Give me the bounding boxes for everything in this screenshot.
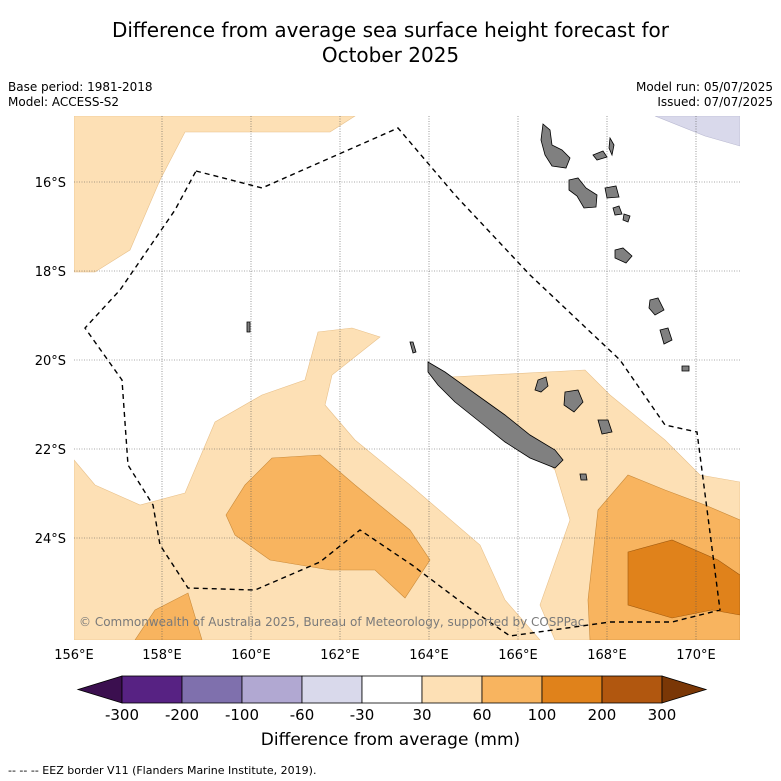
new-caledonia-island [427,361,564,469]
anomaly-100-200-fill [627,539,740,619]
colorbar-segment [361,675,423,704]
issued-date: Issued: 07/07/2025 [657,95,773,109]
colorbar-segment [241,675,303,704]
island-tanna [659,327,673,345]
colorbar-segment [481,675,543,704]
lon-label: 162°E [320,648,360,663]
eez-note: -- -- -- EEZ border V11 (Flanders Marine… [8,764,317,777]
colorbar-ticks: -300 -200 -100 -60 -30 30 60 100 200 300 [105,706,676,724]
colorbar-segment [121,675,183,704]
island-aneityum [681,365,690,372]
island-ouvea [534,376,549,393]
island-mare [597,419,613,435]
colorbar-tick-label: 60 [472,706,491,724]
island-malakula [568,177,598,209]
island [612,205,623,216]
latitude-labels: 16°S 18°S 20°S 22°S 24°S [35,176,66,547]
colorbar-tick-label: -100 [225,706,259,724]
base-period: Base period: 1981-2018 [8,80,153,94]
lat-label: 16°S [35,176,66,191]
lat-label: 20°S [35,354,66,369]
colorbar-tick-label: -60 [290,706,315,724]
model-run: Model run: 05/07/2025 [635,80,773,94]
island [604,185,620,199]
land-masses [246,123,690,481]
island [246,321,251,333]
lon-label: 166°E [498,648,538,663]
lat-label: 24°S [35,532,66,547]
colorbar-label: Difference from average (mm) [260,730,521,750]
colorbar-extend-high [661,675,708,704]
colorbar-tick-label: -300 [105,706,139,724]
longitude-labels: 156°E 158°E 160°E 162°E 164°E 166°E 168°… [54,648,716,663]
colorbar-tick-label: -200 [165,706,199,724]
colorbar-segment [181,675,243,704]
eez-border [84,127,721,637]
colorbar-tick-label: 300 [648,706,677,724]
colorbar-extend-low [76,675,123,704]
lon-label: 158°E [142,648,182,663]
island-pines [579,473,588,481]
island [409,341,417,354]
colorbar-segment [541,675,603,704]
island-espiritu-santo [540,123,571,169]
copyright-notice: © Commonwealth of Australia 2025, Bureau… [79,615,584,629]
map-title-line-1: Difference from average sea surface heig… [111,18,670,42]
colorbar-segment [421,675,483,704]
model-name: Model: ACCESS-S2 [8,95,120,109]
lon-label: 160°E [231,648,271,663]
island-lifou [563,389,584,413]
lat-label: 18°S [35,265,66,280]
lon-label: 164°E [409,648,449,663]
anomaly-negative-fill [654,116,740,147]
colorbar [76,675,708,704]
island [608,136,615,157]
colorbar-tick-label: 100 [528,706,557,724]
lon-label: 168°E [587,648,627,663]
island-erromango [648,297,665,316]
lat-label: 22°S [35,443,66,458]
map-title-line-2: October 2025 [321,43,460,67]
lon-label: 170°E [676,648,716,663]
colorbar-segment [301,675,363,704]
island-efate [614,247,633,264]
graticule [74,116,740,640]
island [592,150,608,161]
colorbar-tick-label: 30 [412,706,431,724]
map-plot-area: © Commonwealth of Australia 2025, Bureau… [74,116,740,640]
lon-label: 156°E [54,648,94,663]
colorbar-tick-label: 200 [588,706,617,724]
colorbar-segment [601,675,663,704]
island [622,213,631,223]
colorbar-tick-label: -30 [350,706,375,724]
